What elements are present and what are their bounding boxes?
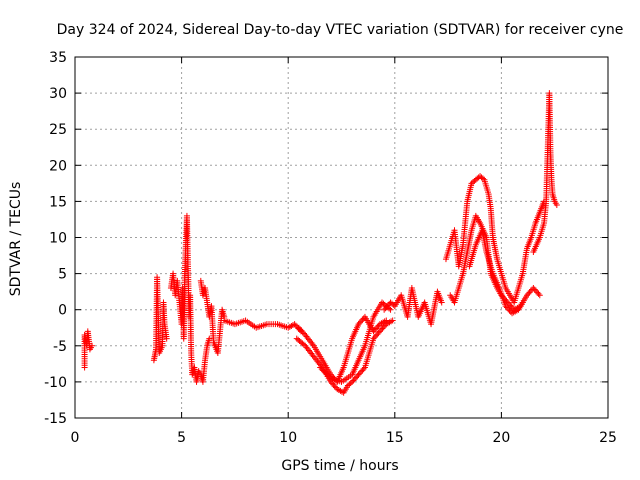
data-point	[356, 319, 363, 326]
data-point	[519, 299, 526, 306]
data-point	[373, 332, 380, 339]
y-tick-label: -15	[44, 411, 67, 427]
data-point	[298, 327, 305, 334]
y-tick-label: -10	[44, 375, 67, 391]
data-point	[534, 289, 541, 296]
x-tick-label: 20	[492, 430, 510, 446]
data-point	[375, 329, 382, 336]
data-point	[300, 341, 307, 348]
y-tick-label: -5	[53, 339, 67, 355]
data-point	[330, 381, 337, 388]
data-point	[350, 377, 357, 384]
data-point	[380, 324, 387, 331]
y-tick-label: 0	[58, 303, 67, 319]
data-point	[526, 289, 533, 296]
data-point	[387, 306, 394, 313]
data-point	[299, 329, 306, 336]
data-point	[371, 326, 378, 333]
data-point	[206, 335, 213, 342]
data-point	[356, 370, 363, 377]
chart-title: Day 324 of 2024, Sidereal Day-to-day VTE…	[57, 22, 624, 38]
data-point	[354, 373, 361, 380]
data-point	[536, 292, 543, 299]
data-point	[505, 305, 512, 312]
data-point	[351, 376, 358, 383]
data-point	[297, 326, 304, 333]
data-point	[291, 321, 298, 328]
data-point	[507, 302, 514, 309]
data-point	[503, 304, 510, 311]
y-tick-label: 25	[49, 122, 67, 138]
data-point	[376, 328, 383, 335]
data-point	[379, 325, 386, 332]
y-tick-label: 15	[49, 194, 67, 210]
data-point	[373, 325, 380, 332]
data-point	[532, 287, 539, 294]
data-point	[384, 302, 391, 309]
y-tick-label: 30	[49, 86, 67, 102]
data-point	[89, 342, 96, 349]
data-point	[381, 306, 388, 313]
y-tick-label: 10	[49, 231, 67, 247]
y-tick-label: 5	[58, 267, 67, 283]
x-tick-label: 5	[177, 430, 186, 446]
data-point	[374, 324, 381, 331]
data-point	[506, 307, 513, 314]
data-point	[352, 374, 359, 381]
data-point	[383, 317, 390, 324]
data-point	[382, 305, 389, 312]
data-point	[359, 316, 366, 323]
data-point	[355, 371, 362, 378]
data-point	[531, 286, 538, 293]
data-point	[523, 292, 530, 299]
y-axis-label: SDTVAR / TECUs	[8, 182, 24, 297]
data-point	[295, 324, 302, 331]
data-point	[525, 290, 532, 297]
x-tick-label: 0	[71, 430, 80, 446]
data-point	[383, 303, 390, 310]
data-point	[378, 326, 385, 333]
data-point	[371, 334, 378, 341]
y-tick-label: 35	[49, 50, 67, 66]
y-tick-label: 20	[49, 158, 67, 174]
data-point	[502, 303, 509, 310]
data-point	[360, 365, 367, 372]
data-point	[508, 303, 515, 310]
data-point	[370, 335, 377, 342]
data-point	[331, 383, 338, 390]
data-point	[374, 331, 381, 338]
axis-ticks: 0 5 10 15 20 25 -15 -10 -5 0 5 10 15 20 25 30 35	[44, 50, 617, 446]
data-point	[527, 287, 534, 294]
x-axis-label: GPS time / hours	[281, 458, 398, 474]
grid-lines	[75, 57, 608, 418]
x-tick-label: 15	[386, 430, 404, 446]
x-tick-label: 10	[279, 430, 297, 446]
data-point	[358, 318, 365, 325]
data-point	[530, 285, 537, 292]
data-point	[553, 202, 560, 209]
data-point	[355, 321, 362, 328]
data-point	[347, 380, 354, 387]
data-point	[479, 175, 486, 182]
data-points	[81, 90, 560, 396]
data-point	[349, 378, 356, 385]
data-point	[358, 368, 365, 375]
data-point	[163, 335, 170, 342]
data-point	[535, 290, 542, 297]
data-point	[359, 367, 366, 374]
data-point	[389, 317, 396, 324]
x-tick-label: 25	[599, 430, 617, 446]
data-point	[438, 299, 445, 306]
